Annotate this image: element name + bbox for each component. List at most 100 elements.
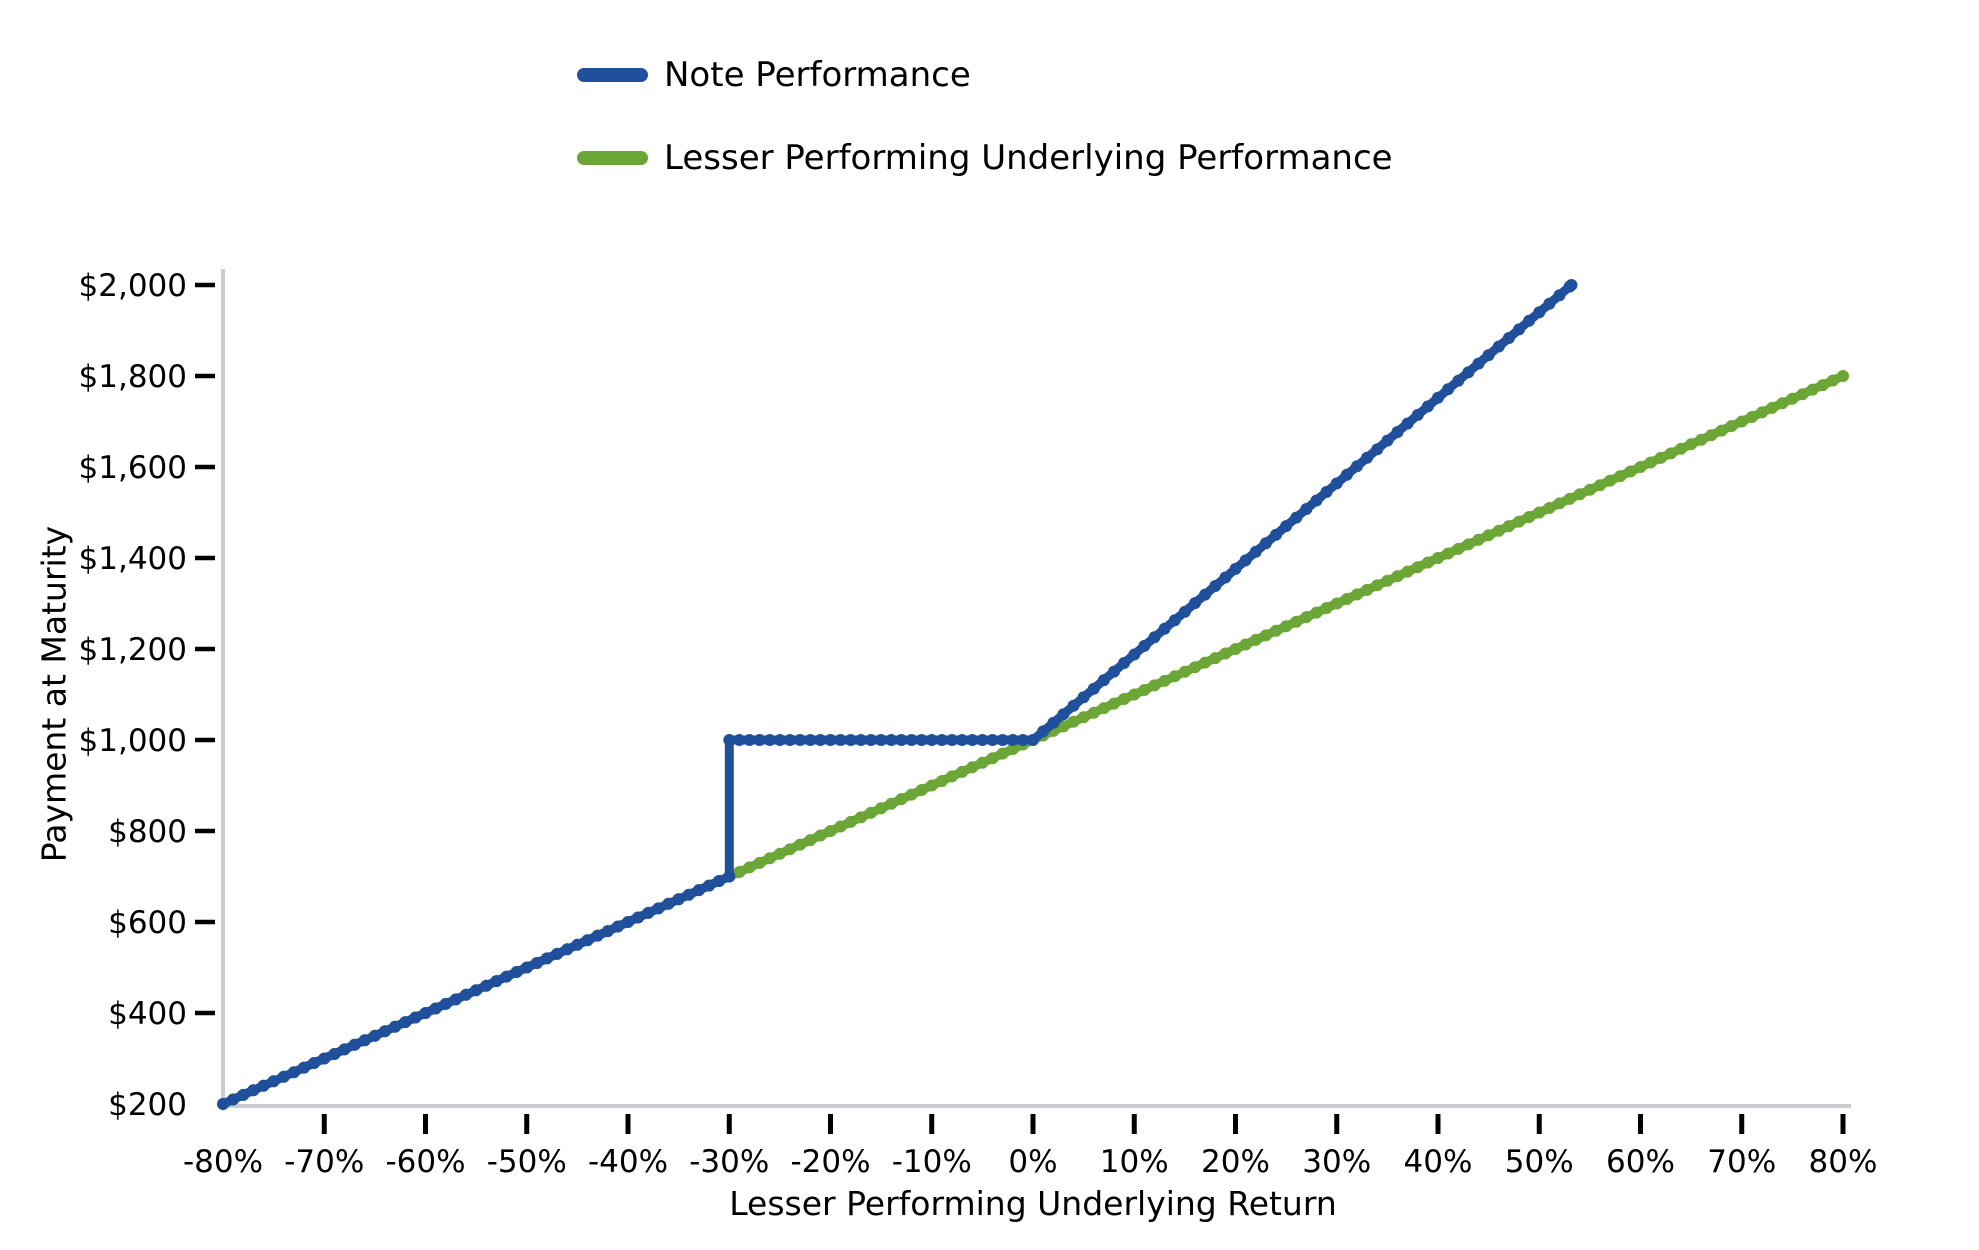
x-tick-label: 0% xyxy=(1008,1144,1057,1180)
series-marker-lesser-performing xyxy=(1735,415,1748,428)
series-marker-lesser-performing xyxy=(956,765,969,778)
series-marker-note-performance xyxy=(338,1043,351,1056)
series-marker-lesser-performing xyxy=(1624,465,1637,478)
series-marker-lesser-performing xyxy=(844,815,857,828)
series-marker-note-performance xyxy=(814,734,827,746)
series-marker-lesser-performing xyxy=(763,852,776,865)
series-marker-lesser-performing xyxy=(1219,647,1232,660)
series-marker-note-performance xyxy=(672,893,685,906)
series-marker-lesser-performing xyxy=(1391,570,1404,583)
series-marker-note-performance xyxy=(1209,580,1222,592)
series-marker-lesser-performing xyxy=(1816,379,1829,392)
series-marker-lesser-performing xyxy=(1583,483,1596,496)
series-marker-lesser-performing xyxy=(1432,552,1444,564)
series-marker-note-performance xyxy=(1189,597,1201,610)
series-marker-lesser-performing xyxy=(824,825,837,837)
series-marker-note-performance xyxy=(611,920,624,933)
series-marker-lesser-performing xyxy=(814,829,827,842)
series-marker-note-performance xyxy=(520,961,533,974)
series-marker-note-performance xyxy=(551,947,564,960)
series-marker-lesser-performing xyxy=(1715,424,1728,437)
series-marker-lesser-performing xyxy=(1766,401,1779,414)
series-marker-note-performance xyxy=(1097,674,1110,687)
x-tick-label: -70% xyxy=(284,1144,364,1180)
series-marker-note-performance xyxy=(1168,614,1181,627)
series-marker-note-performance xyxy=(601,925,614,938)
x-tick-label: -40% xyxy=(588,1144,668,1180)
y-tick-label: $400 xyxy=(108,996,187,1032)
series-marker-note-performance xyxy=(854,734,867,746)
x-tick-label: -30% xyxy=(689,1144,769,1180)
series-marker-lesser-performing xyxy=(1239,638,1252,651)
series-marker-note-performance xyxy=(1280,520,1293,533)
series-marker-note-performance xyxy=(217,1098,229,1110)
series-marker-note-performance xyxy=(1249,545,1262,558)
series-marker-note-performance xyxy=(1411,408,1424,421)
series-marker-lesser-performing xyxy=(1705,429,1718,442)
series-marker-note-performance xyxy=(763,734,776,746)
series-marker-lesser-performing xyxy=(1381,574,1394,587)
series-marker-note-performance xyxy=(692,884,705,897)
series-marker-note-performance xyxy=(389,1020,402,1033)
series-marker-lesser-performing xyxy=(1492,524,1505,537)
series-marker-lesser-performing xyxy=(1563,492,1576,505)
series-marker-note-performance xyxy=(571,938,584,951)
x-tick-label: 40% xyxy=(1404,1144,1473,1180)
series-marker-lesser-performing xyxy=(996,747,1009,760)
series-marker-note-performance xyxy=(1421,400,1434,413)
series-marker-lesser-performing xyxy=(1300,611,1313,624)
series-marker-note-performance xyxy=(227,1093,240,1106)
x-tick-label: 70% xyxy=(1707,1144,1776,1180)
series-marker-note-performance xyxy=(439,997,452,1010)
series-marker-note-performance xyxy=(460,988,472,1001)
series-marker-lesser-performing xyxy=(1452,542,1465,555)
series-marker-lesser-performing xyxy=(1573,488,1586,501)
y-tick-label: $600 xyxy=(108,905,187,941)
series-marker-note-performance xyxy=(1472,357,1485,370)
series-marker-note-performance xyxy=(1502,332,1515,344)
series-marker-lesser-performing xyxy=(1553,497,1566,510)
series-marker-note-performance xyxy=(865,734,877,746)
series-marker-lesser-performing xyxy=(1229,643,1242,655)
series-marker-note-performance xyxy=(581,934,594,947)
series-marker-lesser-performing xyxy=(976,756,989,769)
series-marker-note-performance xyxy=(1452,374,1465,387)
series-marker-lesser-performing xyxy=(1280,620,1293,633)
legend-label-note-performance: Note Performance xyxy=(664,55,971,95)
series-marker-lesser-performing xyxy=(1067,715,1080,728)
series-marker-lesser-performing xyxy=(1837,370,1849,382)
x-tick-label: 80% xyxy=(1809,1144,1878,1180)
series-marker-note-performance xyxy=(1523,314,1536,327)
series-marker-lesser-performing xyxy=(1594,479,1606,492)
series-marker-lesser-performing xyxy=(1401,565,1414,578)
series-marker-note-performance xyxy=(1108,665,1120,678)
y-tick-label: $1,200 xyxy=(79,632,187,668)
series-marker-lesser-performing xyxy=(1523,511,1536,523)
series-marker-note-performance xyxy=(824,734,837,746)
series-marker-note-performance xyxy=(925,734,938,746)
series-marker-lesser-performing xyxy=(885,797,898,810)
series-marker-lesser-performing xyxy=(1259,629,1272,642)
series-marker-note-performance xyxy=(358,1034,371,1047)
series-marker-note-performance xyxy=(591,929,604,942)
series-marker-lesser-performing xyxy=(1634,461,1647,473)
y-tick-label: $2,000 xyxy=(79,268,187,304)
series-marker-lesser-performing xyxy=(733,866,746,878)
series-marker-note-performance xyxy=(875,734,888,746)
series-marker-note-performance xyxy=(1381,434,1394,447)
series-marker-lesser-performing xyxy=(1745,411,1758,423)
y-tick-label: $1,000 xyxy=(79,723,187,759)
legend-item-lesser-performing: Lesser Performing Underlying Performance xyxy=(577,137,1393,179)
series-marker-note-performance xyxy=(1340,468,1353,481)
series-marker-note-performance xyxy=(935,734,948,746)
series-marker-note-performance xyxy=(885,734,898,746)
series-marker-note-performance xyxy=(1118,657,1131,669)
series-marker-lesser-performing xyxy=(1057,720,1070,733)
series-marker-note-performance xyxy=(1492,340,1505,353)
series-marker-lesser-performing xyxy=(1361,583,1374,596)
series-marker-note-performance xyxy=(1300,503,1313,515)
series-marker-note-performance xyxy=(541,952,553,965)
series-marker-note-performance xyxy=(409,1011,422,1024)
series-line-note-performance xyxy=(218,280,1576,1109)
series-marker-lesser-performing xyxy=(1654,451,1667,464)
